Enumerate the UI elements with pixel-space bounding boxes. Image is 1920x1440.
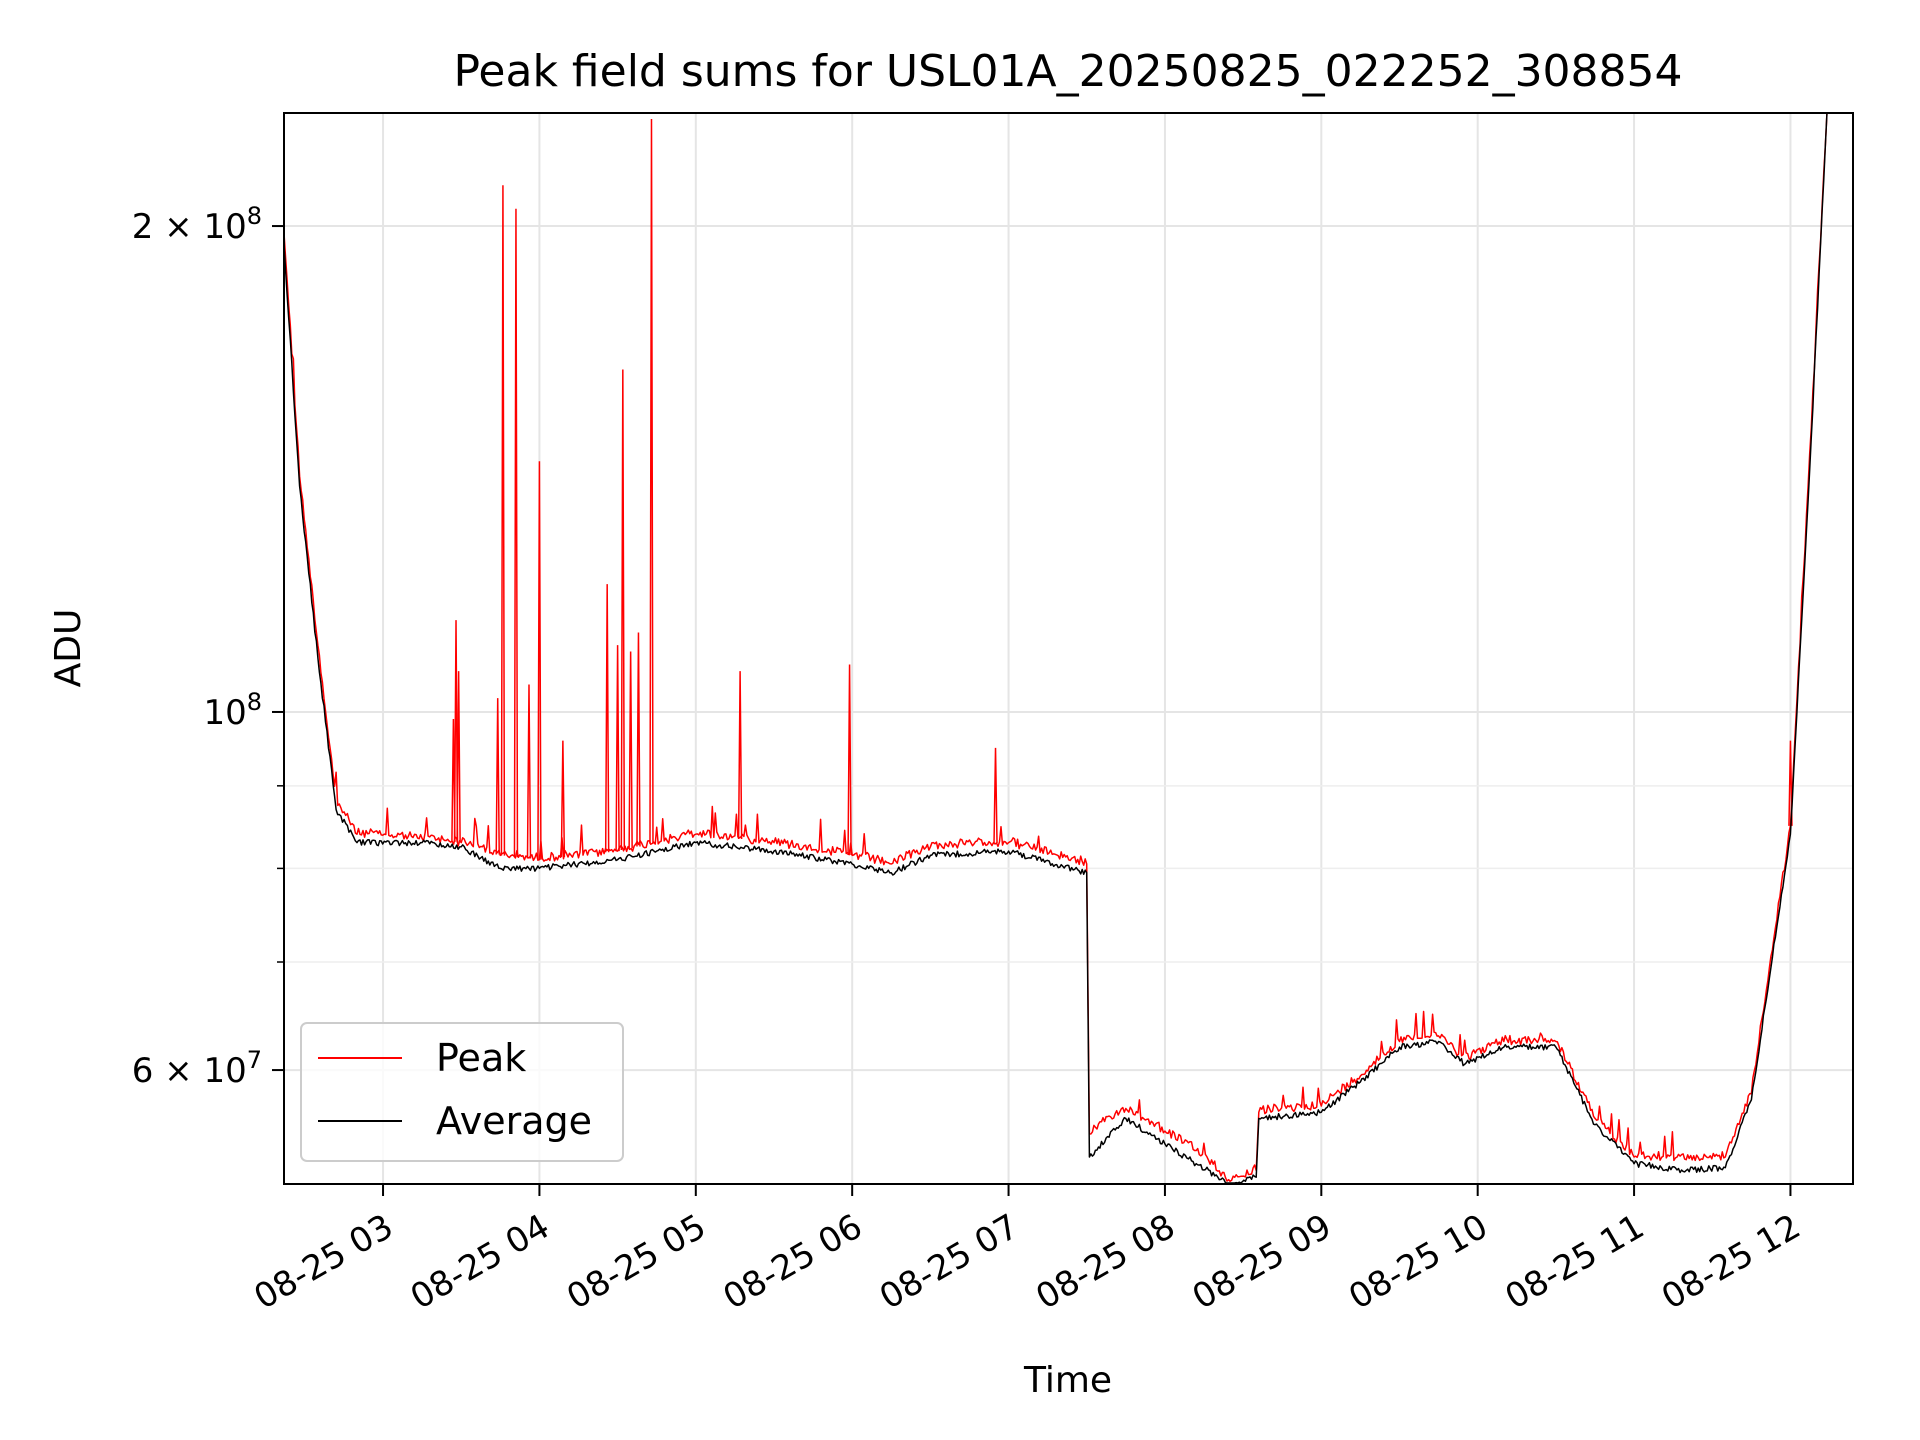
series-layer [283,113,1828,1184]
peak-spike [1788,740,1793,826]
series-line-peak [283,113,1828,1183]
peak-spike [993,747,998,844]
y-axis-title: ADU [48,609,89,688]
plot-frame [283,112,1854,1185]
legend-label-average: Average [436,1099,592,1143]
legend-label-peak: Peak [436,1036,526,1080]
peak-spike [537,461,542,860]
peak-spike [604,584,610,853]
peak-spike [649,118,654,844]
peak-spike [495,698,500,855]
peak-spike [453,620,459,843]
peak-spike [526,684,532,859]
grid [284,113,1853,1184]
chart-title: Peak field sums for USL01A_20250825_0222… [453,46,1682,97]
y-tick-label: 6 × 107 [132,1046,262,1091]
peak-spike [615,645,620,852]
peak-spike [636,632,641,847]
peak-spike [628,651,633,849]
peak-spike [560,740,566,858]
y-tick-label: 108 [203,688,262,733]
peak-spike [737,671,743,839]
series-line-average [283,113,1828,1184]
legend: Peak Average [300,1022,624,1162]
peak-spike [500,185,506,856]
peak-spike [847,664,852,855]
peak-spike [620,369,626,850]
y-tick-label: 2 × 108 [132,202,262,247]
peak-spike [456,671,461,843]
peak-spike [513,208,519,858]
y-axis: 6 × 107 108 2 × 108 [132,202,284,1091]
x-axis-title: Time [1023,1360,1112,1401]
